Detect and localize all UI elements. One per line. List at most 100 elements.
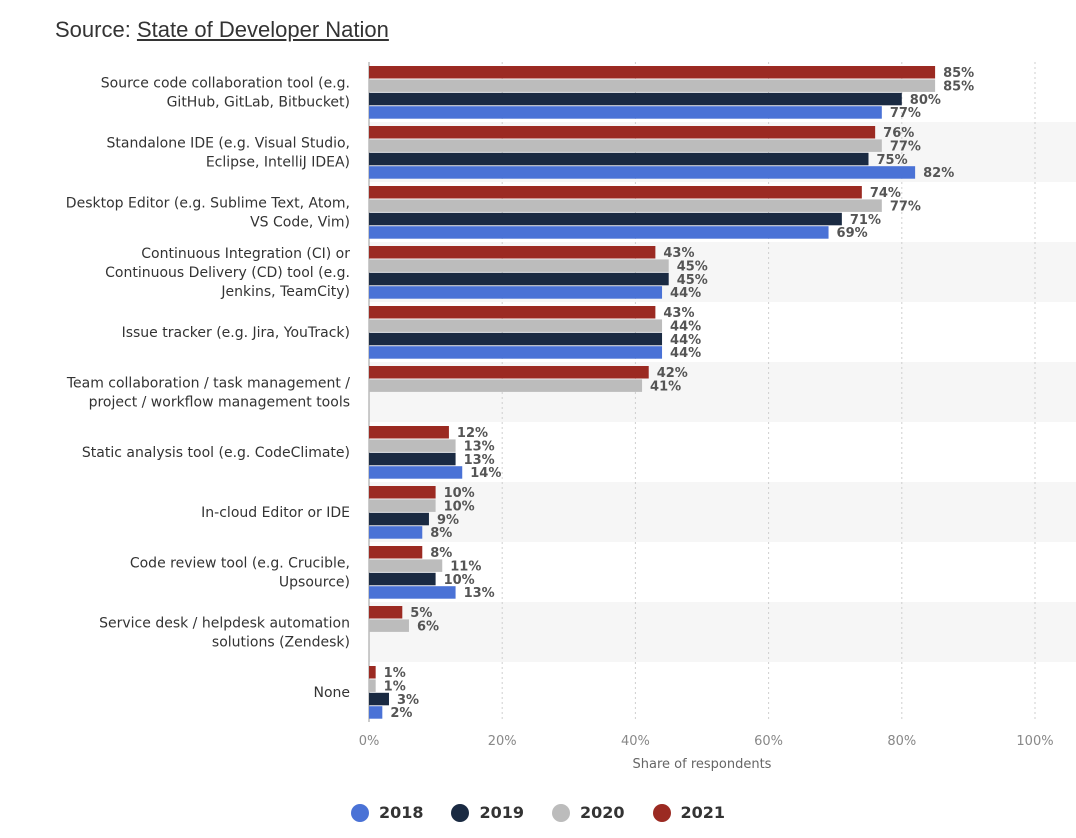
bar-2019 xyxy=(369,272,669,286)
bar-2018 xyxy=(369,466,463,479)
legend-dot-2018 xyxy=(350,803,369,822)
value-label-2021: 12% xyxy=(457,426,488,441)
bar-2020 xyxy=(369,79,936,92)
bar-2021 xyxy=(369,606,403,619)
category-label: Desktop Editor (e.g. Sublime Text, Atom,… xyxy=(66,196,350,231)
value-label-2019: 44% xyxy=(670,333,701,348)
legend-label-2019: 2019 xyxy=(479,803,524,822)
legend-item-2021[interactable]: 2021 xyxy=(652,803,726,822)
bar-2018 xyxy=(369,106,882,119)
value-label-2020: 41% xyxy=(650,379,681,394)
legend-label-2020: 2020 xyxy=(580,803,625,822)
bar-2018 xyxy=(369,526,423,539)
value-label-2019: 45% xyxy=(677,273,708,288)
bar-2018 xyxy=(369,346,663,359)
bar-2018 xyxy=(369,706,383,719)
legend-dot-2021 xyxy=(652,803,671,822)
bar-2020 xyxy=(369,319,663,332)
value-label-2021: 43% xyxy=(663,246,694,261)
bar-2020 xyxy=(369,199,882,212)
legend-label-2021: 2021 xyxy=(680,803,726,822)
value-label-2021: 5% xyxy=(410,606,432,621)
x-tick-label: 100% xyxy=(1016,734,1053,749)
value-label-2018: 77% xyxy=(890,106,921,121)
legend-item-2018[interactable]: 2018 xyxy=(350,803,424,822)
value-label-2021: 85% xyxy=(943,66,974,81)
bar-chart: 0% 20% 40% 60% 80% 100% Share of respondents So… xyxy=(65,62,1076,772)
value-label-2018: 2% xyxy=(390,706,412,721)
value-label-2019: 80% xyxy=(910,93,941,108)
legend-dot-2019 xyxy=(451,803,470,822)
x-tick-label: 60% xyxy=(754,734,783,749)
category-label: Standalone IDE (e.g. Visual Studio, Eclip… xyxy=(107,136,351,171)
legend-label-2018: 2018 xyxy=(378,803,424,822)
x-tick-label: 0% xyxy=(359,734,380,749)
category-label: Code review tool (e.g. Crucible, Upsource… xyxy=(130,556,350,591)
x-tick-label: 80% xyxy=(887,734,916,749)
bar-2021 xyxy=(369,66,936,79)
category-label: Team collaboration / task management / pr… xyxy=(66,376,350,411)
bar-2018 xyxy=(369,286,663,299)
source-link[interactable]: State of Developer Nation xyxy=(136,17,389,42)
value-label-2020: 85% xyxy=(943,79,974,94)
category-label: Issue tracker (e.g. Jira, YouTrack) xyxy=(122,325,350,341)
bar-2018 xyxy=(369,166,916,179)
bar-2021 xyxy=(369,186,862,199)
bar-2019 xyxy=(369,692,389,706)
legend-dot-2020 xyxy=(552,803,570,822)
x-tick-label: 20% xyxy=(488,734,517,749)
bar-2019 xyxy=(369,152,869,166)
value-label-2018: 44% xyxy=(670,346,701,361)
x-tick-label: 40% xyxy=(621,734,650,749)
value-label-2021: 1% xyxy=(384,666,406,681)
value-label-2020: 13% xyxy=(464,439,495,454)
value-label-2021: 42% xyxy=(657,366,688,381)
source-line: Source: State of Developer Nation xyxy=(55,17,389,43)
legend-item-2020[interactable]: 2020 xyxy=(552,803,625,822)
bar-2020 xyxy=(369,379,643,392)
x-axis-title: Share of respondents xyxy=(633,757,772,772)
bar-2020 xyxy=(369,259,669,272)
category-label: Source code collaboration tool (e.g. GitH… xyxy=(101,76,350,111)
bar-2018 xyxy=(369,586,456,599)
category-label: Static analysis tool (e.g. CodeClimate) xyxy=(82,445,350,461)
value-label-2020: 77% xyxy=(890,139,921,154)
bar-2018 xyxy=(369,226,829,239)
chart-legend: 2018 2019 2020 2021 xyxy=(0,803,1076,822)
value-label-2020: 1% xyxy=(384,679,406,694)
value-label-2019: 71% xyxy=(850,213,881,228)
bar-2021 xyxy=(369,366,649,379)
category-label: None xyxy=(313,685,350,701)
category-band xyxy=(369,482,1076,542)
bar-2020 xyxy=(369,499,436,512)
category-label: Service desk / helpdesk automation soluti… xyxy=(99,616,350,651)
bar-2019 xyxy=(369,512,429,526)
bar-2021 xyxy=(369,666,376,679)
bar-2021 xyxy=(369,486,436,499)
bar-2021 xyxy=(369,246,656,259)
bar-2021 xyxy=(369,126,876,139)
value-label-2021: 8% xyxy=(430,546,452,561)
value-label-2020: 10% xyxy=(444,499,475,514)
value-label-2021: 76% xyxy=(883,126,914,141)
bar-2020 xyxy=(369,559,443,572)
bar-2019 xyxy=(369,452,456,466)
value-label-2021: 74% xyxy=(870,186,901,201)
value-label-2020: 77% xyxy=(890,199,921,214)
bar-2021 xyxy=(369,426,449,439)
bar-2019 xyxy=(369,572,436,586)
bar-2021 xyxy=(369,306,656,319)
value-label-2018: 82% xyxy=(923,166,954,181)
bar-2020 xyxy=(369,439,456,452)
legend-item-2019[interactable]: 2019 xyxy=(451,803,524,822)
value-label-2018: 13% xyxy=(464,586,495,601)
value-label-2020: 45% xyxy=(677,259,708,274)
value-label-2021: 10% xyxy=(444,486,475,501)
value-label-2019: 10% xyxy=(444,573,475,588)
bar-2019 xyxy=(369,212,842,226)
value-label-2019: 13% xyxy=(464,453,495,468)
bar-2019 xyxy=(369,92,902,106)
value-label-2018: 14% xyxy=(470,466,501,481)
bar-2020 xyxy=(369,139,882,152)
bar-2019 xyxy=(369,332,663,346)
